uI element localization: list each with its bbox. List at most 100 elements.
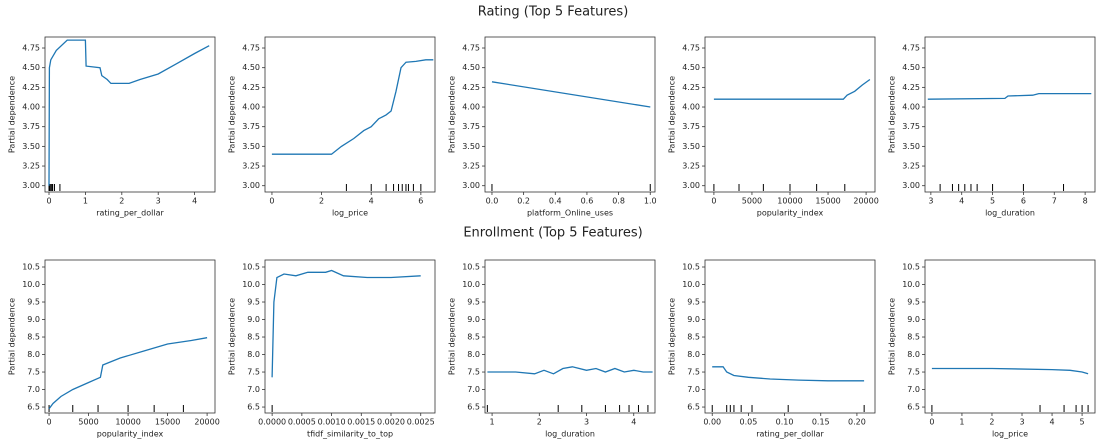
y-tick-label: 10.5 [242, 263, 260, 272]
axes-frame [924, 36, 1096, 193]
x-tick-label: 1 [83, 197, 88, 206]
y-tick-label: 4.50 [902, 63, 920, 72]
x-axis-label: rating_per_dollar [756, 430, 824, 439]
x-tick-label: 6 [418, 197, 423, 206]
x-tick-label: 0 [929, 418, 934, 427]
x-tick-label: 2 [537, 418, 542, 427]
y-tick-label: 10.0 [462, 280, 480, 289]
x-tick-label: 0.4 [549, 197, 562, 206]
y-tick-label: 4.25 [462, 83, 480, 92]
y-tick-label: 10.5 [902, 263, 920, 272]
y-tick-label: 9.0 [687, 315, 700, 324]
y-tick-label: 10.0 [242, 280, 260, 289]
x-tick-label: 10000 [115, 418, 140, 427]
y-tick-label: 3.50 [902, 142, 920, 151]
x-tick-label: 4 [959, 197, 964, 206]
axes-frame [44, 36, 216, 193]
y-tick-label: 10.0 [902, 280, 920, 289]
y-tick-label: 3.75 [462, 122, 480, 131]
x-tick-label: 4 [369, 197, 374, 206]
y-tick-label: 4.25 [22, 83, 40, 92]
axes-frame [264, 36, 436, 193]
y-tick-label: 3.00 [462, 181, 480, 190]
y-tick-label: 4.00 [462, 103, 480, 112]
x-tick-label: 0.0000 [258, 418, 286, 427]
x-tick-label: 1.0 [644, 197, 657, 206]
x-tick-label: 0.0020 [377, 418, 405, 427]
y-tick-label: 8.5 [247, 333, 260, 342]
x-tick-label: 0.0010 [318, 418, 346, 427]
x-tick-label: 5000 [742, 197, 762, 206]
x-tick-label: 0.0015 [347, 418, 375, 427]
y-tick-label: 3.75 [22, 122, 40, 131]
y-tick-label: 9.0 [247, 315, 260, 324]
x-tick-label: 3 [156, 197, 161, 206]
x-axis-label: platform_Online_uses [527, 209, 613, 218]
pd-line [931, 367, 1089, 375]
x-tick-label: 5 [1080, 418, 1085, 427]
y-tick-label: 3.75 [682, 122, 700, 131]
y-tick-label: 8.0 [27, 350, 40, 359]
y-tick-label: 8.0 [687, 350, 700, 359]
y-tick-label: 3.50 [682, 142, 700, 151]
y-tick-label: 7.5 [687, 368, 700, 377]
x-tick-label: 0.20 [848, 418, 866, 427]
y-tick-label: 3.25 [462, 162, 480, 171]
y-axis-label: Partial dependence [888, 298, 897, 375]
y-tick-label: 10.5 [682, 263, 700, 272]
x-tick-label: 3 [584, 418, 589, 427]
y-tick-label: 9.0 [467, 315, 480, 324]
y-tick-label: 3.25 [902, 162, 920, 171]
x-tick-label: 0.0025 [407, 418, 435, 427]
y-tick-label: 7.5 [27, 368, 40, 377]
y-axis-label: Partial dependence [228, 76, 237, 153]
y-tick-label: 3.50 [242, 142, 260, 151]
x-tick-label: 1 [490, 418, 495, 427]
y-tick-label: 3.00 [242, 181, 260, 190]
y-tick-label: 3.25 [242, 162, 260, 171]
x-tick-label: 0.15 [812, 418, 830, 427]
pd-line [927, 92, 1092, 100]
x-tick-label: 3 [928, 197, 933, 206]
x-tick-label: 10000 [777, 197, 802, 206]
y-tick-label: 4.75 [242, 44, 260, 53]
y-tick-label: 6.5 [907, 403, 920, 412]
y-axis-label: Partial dependence [888, 76, 897, 153]
y-tick-label: 7.0 [467, 385, 480, 394]
y-tick-label: 8.0 [247, 350, 260, 359]
x-tick-label: 1 [959, 418, 964, 427]
row-title: Enrollment (Top 5 Features) [463, 226, 642, 241]
y-tick-label: 7.0 [247, 385, 260, 394]
x-tick-label: 15000 [155, 418, 180, 427]
pd-line [48, 39, 210, 186]
y-tick-label: 9.5 [247, 298, 260, 307]
y-tick-label: 7.5 [247, 368, 260, 377]
x-tick-label: 0.00 [703, 418, 721, 427]
y-tick-label: 4.50 [462, 63, 480, 72]
x-axis-label: tfidf_similarity_to_top [307, 430, 393, 439]
row-title: Rating (Top 5 Features) [478, 5, 629, 20]
x-axis-label: log_duration [985, 209, 1035, 218]
y-tick-label: 7.0 [27, 385, 40, 394]
y-tick-label: 4.75 [682, 44, 700, 53]
y-tick-label: 3.00 [682, 181, 700, 190]
axes-frame [704, 259, 876, 414]
y-tick-label: 8.5 [907, 333, 920, 342]
y-axis-label: Partial dependence [228, 298, 237, 375]
x-axis-label: log_price [992, 430, 1028, 439]
x-tick-label: 15000 [815, 197, 840, 206]
y-tick-label: 4.50 [242, 63, 260, 72]
x-tick-label: 0 [46, 197, 51, 206]
x-tick-label: 0.2 [517, 197, 530, 206]
y-tick-label: 4.75 [22, 44, 40, 53]
axes-frame [704, 36, 876, 193]
x-tick-label: 5 [990, 197, 995, 206]
pd-line [271, 269, 421, 378]
axes-frame [264, 259, 436, 414]
axes-frame [44, 259, 216, 414]
y-axis-label: Partial dependence [448, 298, 457, 375]
x-tick-label: 3 [1019, 418, 1024, 427]
y-tick-label: 4.00 [22, 103, 40, 112]
x-tick-label: 2 [989, 418, 994, 427]
